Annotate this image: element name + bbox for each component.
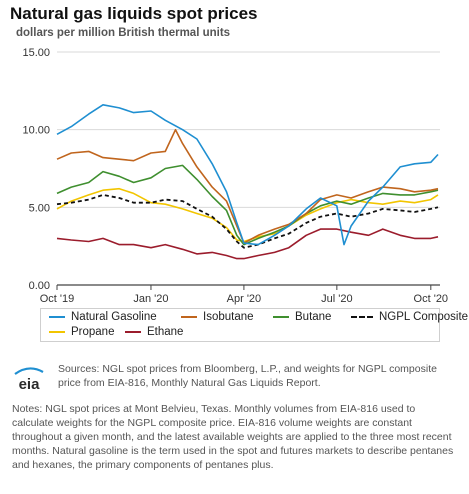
- chart-subtitle: dollars per million British thermal unit…: [16, 27, 231, 39]
- legend-swatch: [273, 316, 289, 318]
- series-line-ngpl-composite: [56, 194, 439, 249]
- legend-label: Isobutane: [203, 311, 254, 323]
- legend-item-propane[interactable]: Propane: [49, 326, 114, 338]
- legend-item-butane[interactable]: Butane: [273, 311, 331, 323]
- y-tick-label: 15.00: [22, 47, 50, 59]
- x-tick-label: Jul '20: [321, 293, 352, 305]
- chart-legend: Natural Gasoline Isobutane Butane NGPL C…: [40, 308, 468, 342]
- sources-text: Sources: NGL spot prices from Bloomberg,…: [58, 363, 437, 389]
- line-chart: 0.00 5.00 10.00 15.00 Oct '19 Jan '20 Apr '20 J…: [22, 47, 449, 305]
- series-line-isobutane: [56, 128, 439, 244]
- eia-logo: eia: [14, 367, 44, 393]
- eia-logo-text: eia: [19, 376, 41, 393]
- legend-item-ngpl-composite[interactable]: NGPL Composite: [351, 311, 468, 323]
- series-line-butane: [56, 164, 439, 246]
- x-tick-label: Apr '20: [227, 293, 262, 305]
- legend-swatch: [181, 316, 197, 318]
- y-tick-label: 10.00: [22, 125, 50, 137]
- legend-swatch: [351, 316, 373, 318]
- legend-swatch: [49, 316, 65, 318]
- legend-swatch: [125, 331, 141, 333]
- x-tick-label: Jan '20: [133, 293, 168, 305]
- x-tick-label: Oct '20: [414, 293, 449, 305]
- eia-logo-arc: [14, 367, 44, 375]
- legend-item-ethane[interactable]: Ethane: [125, 326, 183, 338]
- legend-label: NGPL Composite: [379, 311, 469, 323]
- legend-label: Ethane: [147, 326, 184, 338]
- legend-label: Natural Gasoline: [71, 311, 157, 323]
- notes-text: Notes: NGL spot prices at Mont Belvieu, …: [12, 403, 454, 471]
- y-tick-label: 0.00: [29, 280, 50, 292]
- legend-item-natural-gasoline[interactable]: Natural Gasoline: [49, 311, 157, 323]
- x-tick-label: Oct '19: [40, 293, 75, 305]
- legend-label: Butane: [295, 311, 332, 323]
- y-tick-label: 5.00: [29, 202, 50, 214]
- legend-swatch: [49, 331, 65, 333]
- series-line-natural-gasoline: [56, 104, 439, 246]
- legend-label: Propane: [71, 326, 115, 338]
- legend-item-isobutane[interactable]: Isobutane: [181, 311, 254, 323]
- chart-title: Natural gas liquids spot prices: [10, 4, 258, 23]
- series-line-ethane: [56, 228, 439, 260]
